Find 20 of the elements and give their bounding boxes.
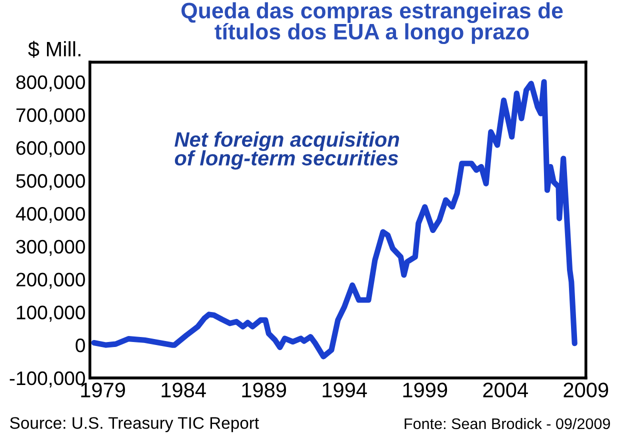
y-tick-label: 0 (76, 338, 85, 352)
y-tick-label: 600,000 (16, 141, 85, 158)
y-tick-label: 500,000 (16, 174, 85, 190)
x-tick-label: 1989 (242, 382, 286, 398)
source-note: Source: U.S. Treasury TIC Report (10, 417, 259, 432)
x-tick-label: 1994 (322, 382, 367, 398)
y-axis-title: $ Mill. (28, 40, 80, 58)
y-tick-label: 200,000 (16, 272, 85, 289)
x-tick-label: 1999 (403, 382, 448, 398)
y-tick-label: 300,000 (16, 240, 85, 256)
y-tick-label: 700,000 (16, 108, 85, 124)
y-tick-label: 400,000 (16, 206, 85, 224)
y-tick-label: 800,000 (16, 75, 85, 92)
source-note: Fonte: Sean Brodick - 09/2009 (404, 418, 610, 430)
y-tick-label: 100,000 (16, 306, 85, 322)
x-tick-label: 1984 (162, 382, 206, 398)
annotation: Net foreign acquisition of long-term securities (174, 132, 400, 170)
chart-title: Queda das compras estrangeiras de títulos dos EUA a longo prazo (181, 2, 563, 44)
x-tick-label: 2009 (564, 382, 608, 398)
x-tick-label: 2004 (483, 382, 528, 398)
